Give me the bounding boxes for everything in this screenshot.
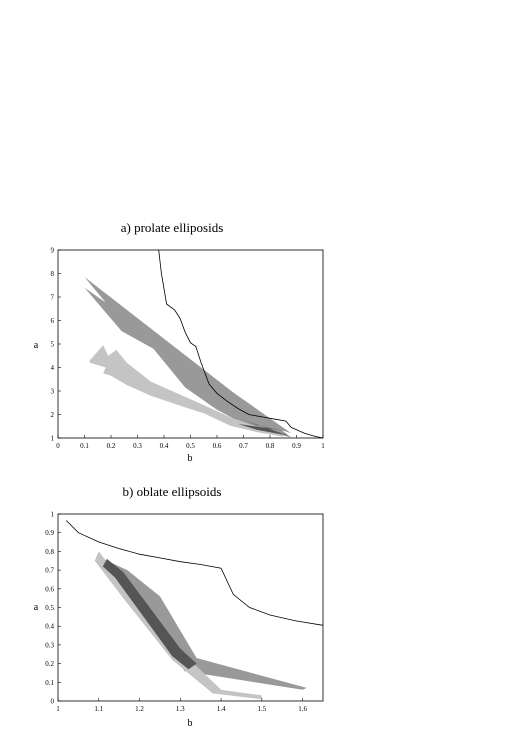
x-tick-label: 0.2 bbox=[107, 442, 116, 450]
x-tick-label: 1.1 bbox=[94, 705, 103, 713]
bound-curve bbox=[65, 520, 324, 626]
y-axis-ticks: 1 2 3 4 5 6 7 8 9 bbox=[51, 247, 61, 443]
x-tick-label: 1.4 bbox=[217, 705, 226, 713]
bound-curve bbox=[158, 249, 324, 439]
x-tick-label: 1.2 bbox=[135, 705, 144, 713]
x-tick-label: 0 bbox=[56, 442, 60, 450]
y-tick-label: 5 bbox=[51, 341, 55, 349]
plot-frame bbox=[57, 249, 324, 439]
x-tick-label: 1.6 bbox=[298, 705, 307, 713]
x-axis-label: b bbox=[188, 453, 193, 464]
y-tick-label: 1 bbox=[51, 435, 55, 443]
band-medium bbox=[98, 557, 307, 690]
x-tick-label: 0.6 bbox=[213, 442, 222, 450]
band-dark bbox=[102, 558, 197, 670]
x-tick-label: 0.9 bbox=[292, 442, 301, 450]
y-tick-label: 2 bbox=[51, 411, 55, 419]
y-tick-label: 0.8 bbox=[45, 548, 54, 556]
y-tick-label: 0.3 bbox=[45, 641, 54, 649]
x-tick-label: 0.8 bbox=[266, 442, 275, 450]
x-tick-label: 0.4 bbox=[160, 442, 169, 450]
y-axis-ticks: 0 0.1 0.2 0.3 0.4 0.5 0.6 0.7 0.8 0.9 1 bbox=[45, 511, 61, 706]
y-tick-label: 1 bbox=[51, 511, 55, 519]
y-tick-label: 8 bbox=[51, 270, 55, 278]
y-tick-label: 0.4 bbox=[45, 623, 54, 631]
x-tick-label: 0.5 bbox=[186, 442, 195, 450]
y-tick-label: 6 bbox=[51, 317, 55, 325]
y-tick-label: 3 bbox=[51, 388, 55, 396]
panel-oblate: b) oblate ellipsoids 1 1.1 1.2 1.3 1.4 1.5 1.6… bbox=[34, 484, 324, 729]
bands-group bbox=[84, 277, 292, 438]
x-tick-label: 1 bbox=[56, 705, 60, 713]
y-tick-label: 0.9 bbox=[45, 529, 54, 537]
bands-group bbox=[94, 551, 307, 700]
y-axis-label: a bbox=[34, 602, 39, 613]
y-axis-label: a bbox=[34, 340, 39, 351]
y-tick-label: 0.6 bbox=[45, 585, 54, 593]
y-tick-label: 0.1 bbox=[45, 679, 54, 687]
x-axis-label: b bbox=[188, 718, 193, 729]
y-tick-label: 7 bbox=[51, 294, 55, 302]
y-tick-label: 4 bbox=[51, 364, 55, 372]
x-tick-label: 1.5 bbox=[257, 705, 266, 713]
x-tick-label: 1 bbox=[321, 442, 325, 450]
y-tick-label: 0 bbox=[51, 698, 55, 706]
x-tick-label: 0.1 bbox=[80, 442, 89, 450]
y-tick-label: 0.7 bbox=[45, 567, 54, 575]
y-tick-label: 9 bbox=[51, 247, 55, 255]
y-tick-label: 0.2 bbox=[45, 660, 54, 668]
x-tick-label: 0.3 bbox=[133, 442, 142, 450]
y-tick-label: 0.5 bbox=[45, 604, 54, 612]
x-tick-label: 0.7 bbox=[239, 442, 248, 450]
chart-title: a) prolate elliposids bbox=[121, 220, 224, 235]
x-axis-ticks: 0 0.1 0.2 0.3 0.4 0.5 0.6 0.7 0.8 0.9 1 bbox=[56, 435, 325, 450]
x-axis-ticks: 1 1.1 1.2 1.3 1.4 1.5 1.6 bbox=[56, 698, 307, 713]
x-tick-label: 1.3 bbox=[176, 705, 185, 713]
chart-title: b) oblate ellipsoids bbox=[123, 484, 222, 499]
band-dark bbox=[238, 418, 289, 436]
band-medium bbox=[84, 277, 292, 438]
panel-prolate: a) prolate elliposids 0 0.1 0.2 0.3 0.4 0.5 0.… bbox=[34, 220, 325, 464]
